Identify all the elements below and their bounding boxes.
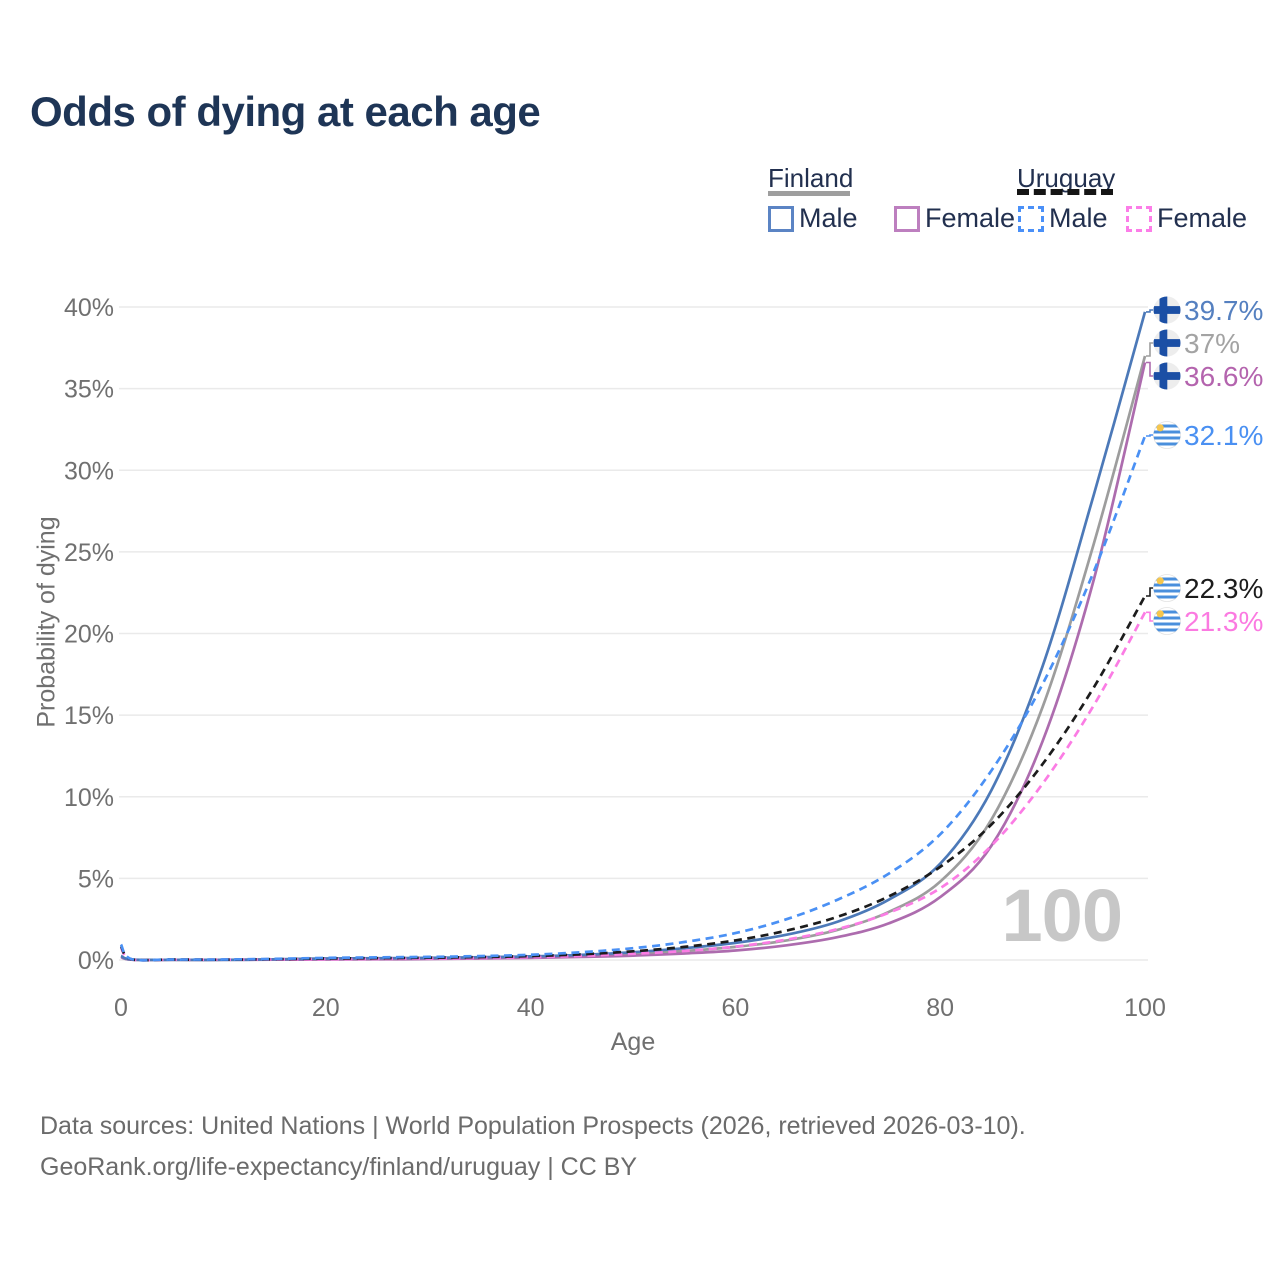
uruguay-flag-icon	[1153, 421, 1181, 449]
end-label-uruguay-total[interactable]: 22.3%	[1153, 573, 1264, 604]
x-tick-label-0: 0	[114, 994, 128, 1022]
end-label-value: 21.3%	[1184, 606, 1263, 637]
legend-country-finland[interactable]: Finland	[768, 163, 854, 193]
end-label-finland-total[interactable]: 37%	[1153, 328, 1241, 359]
legend-label: Female	[1157, 203, 1248, 233]
end-label-uruguay-female[interactable]: 21.3%	[1153, 606, 1264, 637]
series-line-finland-total[interactable]	[120, 355, 1147, 962]
x-tick-label-40: 40	[517, 994, 545, 1022]
finland-flag-icon	[1153, 362, 1181, 390]
end-label-uruguay-male[interactable]: 32.1%	[1153, 420, 1264, 451]
legend-label: Female	[925, 203, 1016, 233]
footer-line-2: GeoRank.org/life-expectancy/finland/urug…	[40, 1153, 638, 1181]
legend-label: Male	[1049, 203, 1108, 233]
legend-item-uruguay-female[interactable]: Female	[1126, 203, 1247, 234]
y-tick-label-0: 0%	[78, 947, 114, 975]
finland-flag-icon	[1153, 296, 1181, 324]
end-label-connector	[1146, 361, 1153, 377]
end-label-connector	[1146, 342, 1153, 357]
series-line-uruguay-female[interactable]	[119, 611, 1147, 962]
uruguay-flag-icon	[1153, 607, 1181, 635]
hovered-age-watermark: 100	[1002, 874, 1122, 957]
x-tick-label-100: 100	[1124, 994, 1166, 1022]
end-label-value: 37%	[1184, 328, 1240, 359]
uruguay-female-swatch-icon	[1126, 205, 1152, 232]
data-source-footer: Data sources: United Nations | World Pop…	[40, 1106, 1026, 1188]
legend-label: Male	[799, 203, 858, 233]
y-tick-label-25: 25%	[64, 539, 114, 567]
y-tick-label-40: 40%	[64, 294, 114, 322]
series-line-finland-male[interactable]	[120, 311, 1147, 962]
uruguay-male-swatch-icon	[1018, 205, 1044, 232]
finland-flag-icon	[1153, 329, 1181, 357]
finland-male-swatch-icon	[768, 205, 794, 232]
finland-line-style-sample	[768, 191, 850, 196]
legend-country-uruguay[interactable]: Uruguay	[1017, 163, 1116, 193]
end-label-value: 39.7%	[1184, 295, 1263, 326]
finland-female-swatch-icon	[894, 205, 920, 232]
footer-line-1: Data sources: United Nations | World Pop…	[40, 1112, 1026, 1140]
end-label-finland-female[interactable]: 36.6%	[1153, 361, 1264, 392]
series-line-uruguay-male[interactable]	[119, 435, 1147, 962]
end-label-connector	[1146, 611, 1153, 622]
x-tick-label-60: 60	[721, 994, 749, 1022]
uruguay-flag-icon	[1153, 574, 1181, 602]
y-tick-label-30: 30%	[64, 457, 114, 485]
page-title: Odds of dying at each age	[30, 88, 541, 135]
y-tick-label-15: 15%	[64, 702, 114, 730]
x-tick-label-80: 80	[926, 994, 954, 1022]
end-label-value: 22.3%	[1184, 573, 1263, 604]
x-tick-label-20: 20	[312, 994, 340, 1022]
uruguay-line-style-sample	[1017, 189, 1113, 195]
y-tick-label-35: 35%	[64, 376, 114, 404]
y-tick-label-20: 20%	[64, 621, 114, 649]
y-tick-label-5: 5%	[78, 865, 114, 893]
end-label-connector	[1146, 587, 1153, 597]
end-label-connector	[1146, 309, 1153, 313]
series-line-uruguay-total[interactable]	[119, 595, 1147, 962]
end-label-value: 32.1%	[1184, 420, 1263, 451]
y-tick-label-10: 10%	[64, 784, 114, 812]
legend-item-finland-male[interactable]: Male	[768, 203, 858, 234]
series-line-finland-female[interactable]	[120, 362, 1147, 962]
y-axis-title: Probability of dying	[32, 516, 61, 728]
legend-item-uruguay-male[interactable]: Male	[1018, 203, 1108, 234]
x-axis-title: Age	[610, 1028, 656, 1056]
end-label-finland-male[interactable]: 39.7%	[1153, 295, 1264, 326]
legend-item-finland-female[interactable]: Female	[894, 203, 1015, 234]
end-label-connector	[1146, 434, 1153, 437]
end-label-value: 36.6%	[1184, 361, 1263, 392]
